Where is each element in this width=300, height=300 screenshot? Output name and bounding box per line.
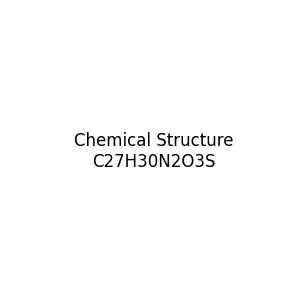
Text: Chemical Structure
C27H30N2O3S: Chemical Structure C27H30N2O3S [74, 132, 233, 171]
